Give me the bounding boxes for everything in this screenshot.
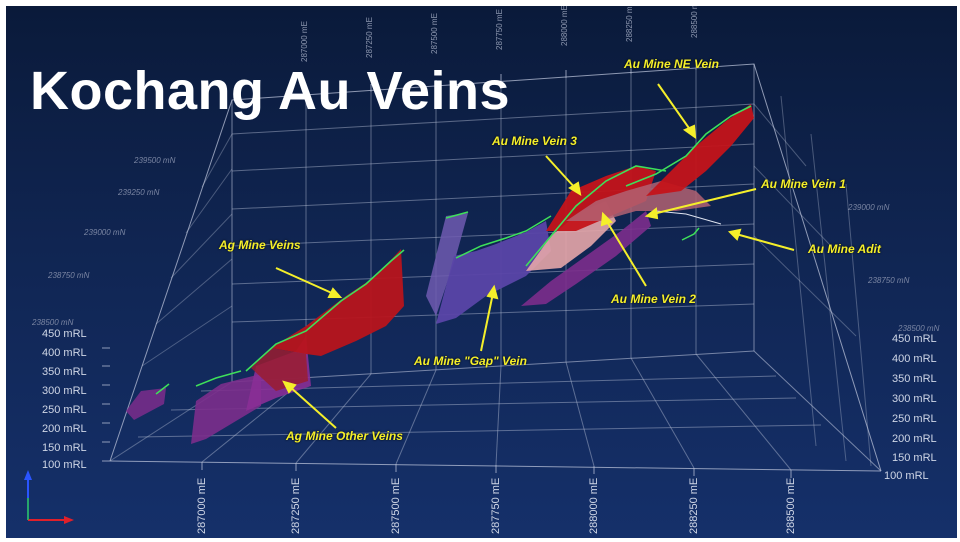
left-northing-label: 239000 mN (84, 228, 126, 237)
bottom-easting-label: 288000 mE (588, 477, 600, 534)
callout-ag-mine-other-veins: Ag Mine Other Veins (286, 429, 403, 443)
left-elevation-label: 450 mRL (42, 328, 87, 340)
right-elevation-label: 250 mRL (892, 413, 937, 425)
callout-au-mine-vein-1: Au Mine Vein 1 (761, 177, 846, 191)
vein-model-scene[interactable] (6, 6, 957, 538)
left-northing-label: 238750 mN (48, 271, 90, 280)
top-easting-label: 288250 mE (625, 6, 634, 42)
top-easting-label: 287250 mE (365, 17, 374, 58)
top-easting-label: 288500 mE (690, 6, 699, 38)
left-northing-label: 239500 mN (134, 156, 176, 165)
top-easting-label: 287750 mE (495, 9, 504, 50)
right-elevation-label: 100 mRL (884, 470, 929, 482)
3d-viewport[interactable]: Kochang Au Veins Au Mine NE Vein Au Mine… (6, 6, 957, 538)
callout-au-mine-gap-vein: Au Mine "Gap" Vein (414, 354, 527, 368)
callout-arrows (275, 83, 795, 429)
bottom-easting-label: 288250 mE (688, 477, 700, 534)
left-elevation-label: 100 mRL (42, 459, 87, 471)
top-easting-label: 288000 mE (560, 6, 569, 46)
gap-vein-mesh (426, 211, 552, 324)
bottom-easting-label: 287750 mE (490, 477, 502, 534)
left-elevation-label: 250 mRL (42, 404, 87, 416)
bottom-easting-label: 287000 mE (196, 477, 208, 534)
page-title: Kochang Au Veins (30, 61, 511, 121)
bottom-easting-label: 288500 mE (785, 477, 797, 534)
right-northing-label: 239000 mN (848, 203, 890, 212)
right-elevation-label: 400 mRL (892, 353, 937, 365)
right-elevation-label: 350 mRL (892, 373, 937, 385)
left-elevation-label: 350 mRL (42, 366, 87, 378)
right-elevation-label: 300 mRL (892, 393, 937, 405)
callout-au-mine-adit: Au Mine Adit (808, 242, 881, 256)
left-elevation-label: 400 mRL (42, 347, 87, 359)
right-elevation-label: 450 mRL (892, 333, 937, 345)
right-elevation-label: 200 mRL (892, 433, 937, 445)
left-elevation-label: 300 mRL (42, 385, 87, 397)
right-northing-label: 238500 mN (898, 324, 940, 333)
left-elevation-label: 150 mRL (42, 442, 87, 454)
callout-au-mine-ne-vein: Au Mine NE Vein (624, 57, 719, 71)
au-ne-vein-mesh (625, 104, 754, 196)
axis-triad (24, 470, 74, 524)
callout-au-mine-vein-3: Au Mine Vein 3 (492, 134, 577, 148)
callout-au-mine-vein-2: Au Mine Vein 2 (611, 292, 696, 306)
right-elevation-label: 150 mRL (892, 452, 937, 464)
ag-mine-small-veins (126, 383, 170, 420)
right-northing-label: 238750 mN (868, 276, 910, 285)
ag-mine-veins-mesh (245, 249, 405, 391)
au-mine-adit-trace (655, 210, 722, 241)
left-northing-label: 239250 mN (118, 188, 160, 197)
top-easting-label: 287000 mE (300, 21, 309, 62)
top-easting-label: 287500 mE (430, 13, 439, 54)
bottom-easting-label: 287500 mE (390, 477, 402, 534)
left-elevation-label: 200 mRL (42, 423, 87, 435)
left-northing-label: 238500 mN (32, 318, 74, 327)
callout-ag-mine-veins: Ag Mine Veins (219, 238, 301, 252)
bottom-easting-label: 287250 mE (290, 477, 302, 534)
